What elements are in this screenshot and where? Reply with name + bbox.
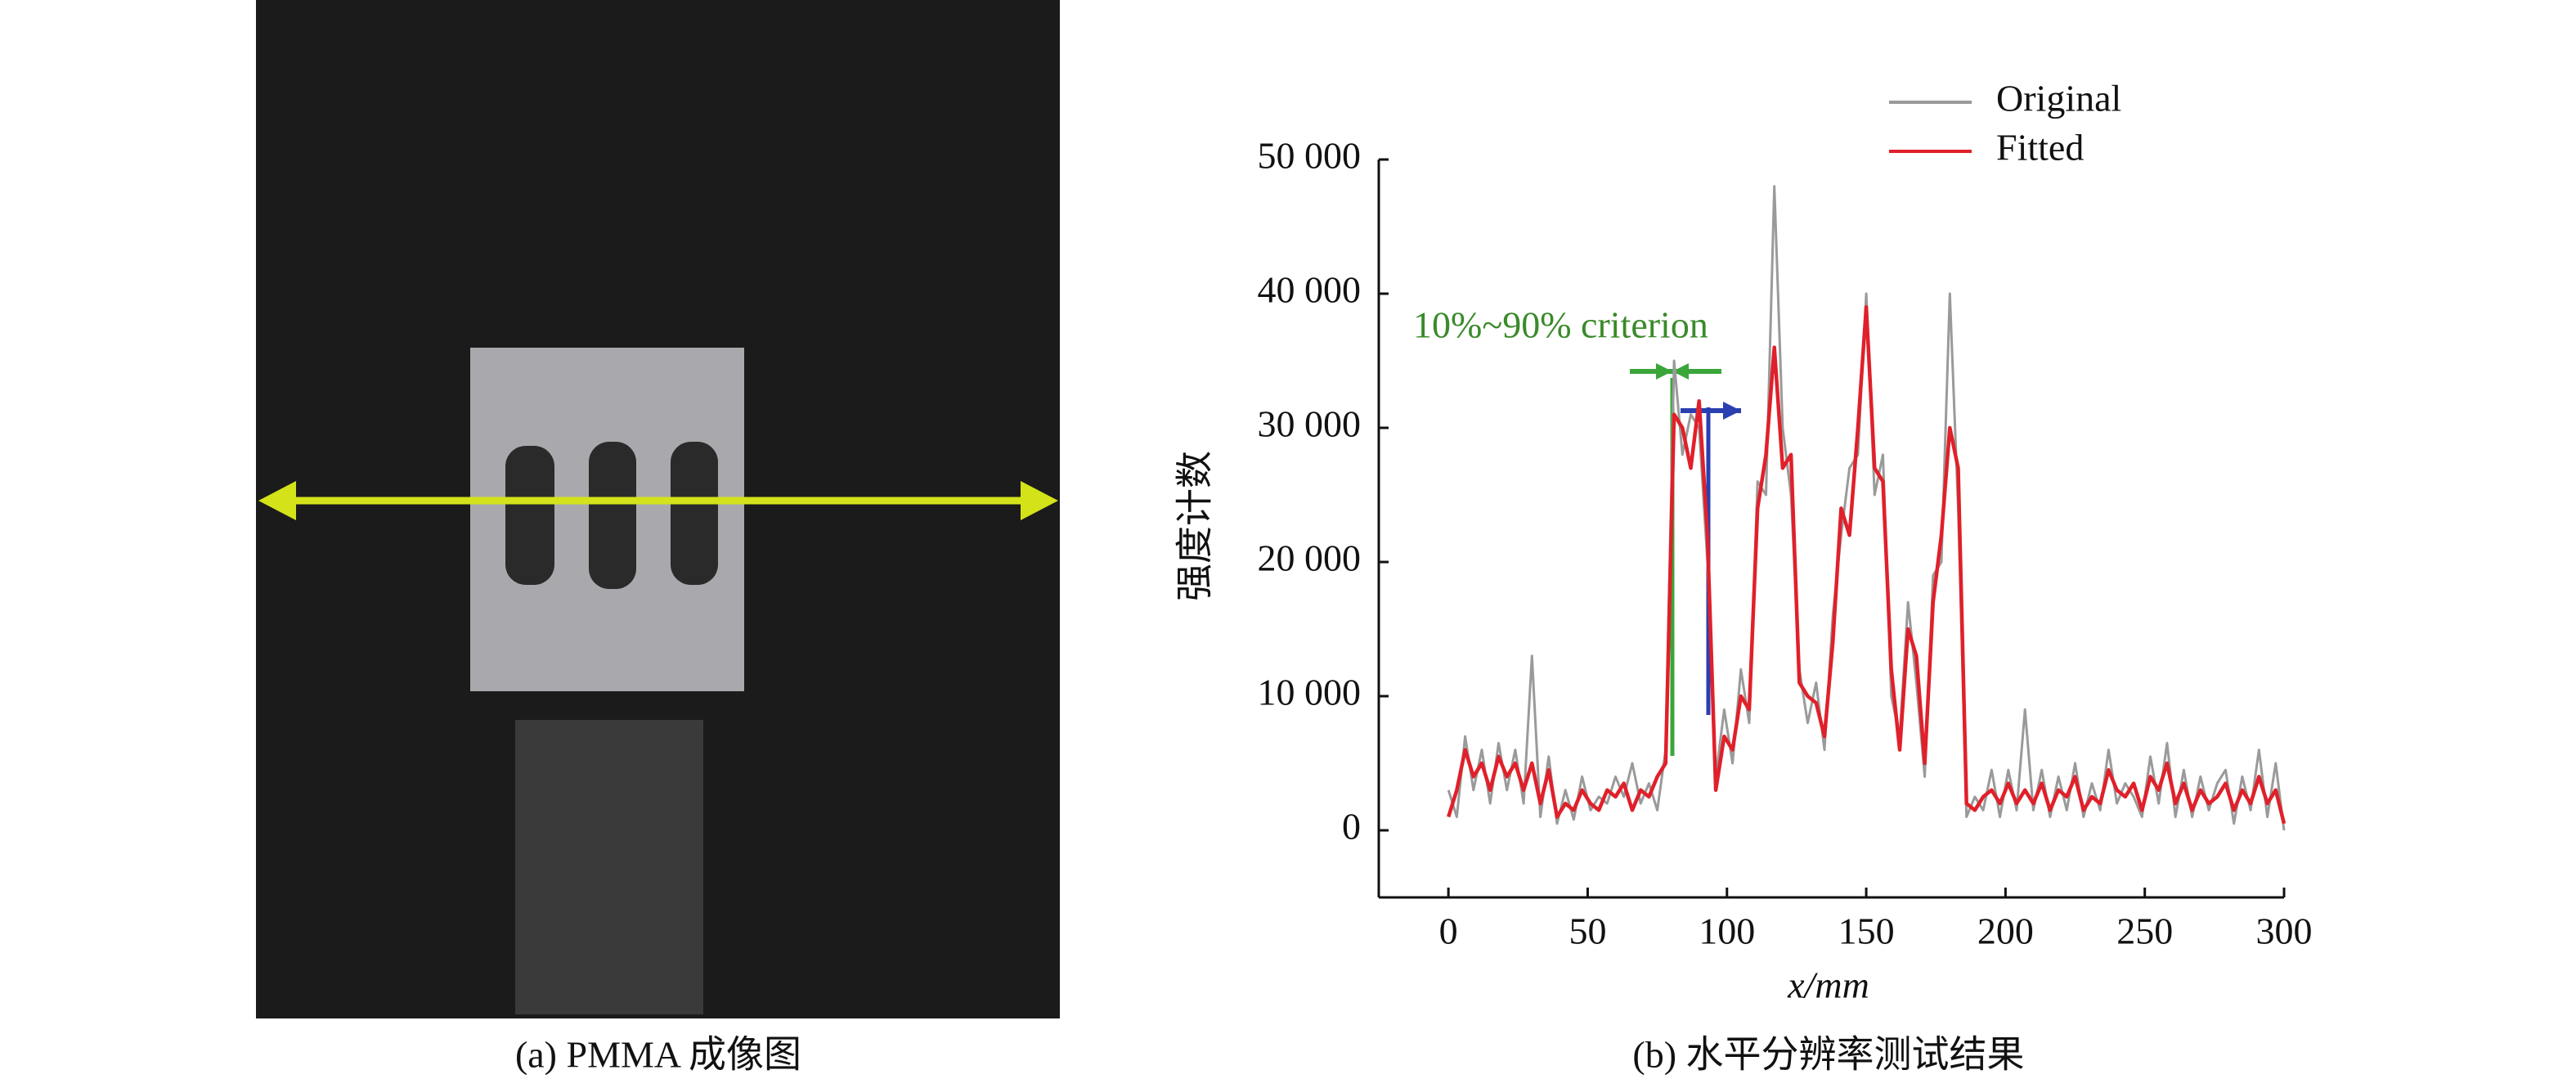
x-tick-label: 200 — [1977, 910, 2034, 952]
slot — [589, 442, 636, 589]
x-tick-label: 150 — [1838, 910, 1895, 952]
arrow-head — [258, 481, 296, 520]
slot — [671, 442, 718, 585]
arrow-head — [1656, 363, 1672, 380]
x-tick-label: 250 — [2116, 910, 2173, 952]
y-tick-label: 10 000 — [1258, 672, 1362, 713]
annotation: 10%~90% criterion — [1413, 304, 1708, 346]
x-tick-label: 100 — [1699, 910, 1755, 952]
legend-label: Original — [1996, 78, 2121, 119]
slot — [505, 446, 554, 585]
caption-a: (a) PMMA 成像图 — [515, 1034, 801, 1076]
x-tick-label: 50 — [1568, 910, 1606, 952]
arrow-head — [1021, 481, 1058, 520]
arrow-head — [1672, 363, 1689, 380]
arrow-head — [1723, 402, 1741, 420]
pmma-image — [256, 0, 1060, 1018]
legend-label: Fitted — [1996, 127, 2084, 169]
x-axis-label: x/mm — [1787, 964, 1869, 1006]
x-tick-label: 300 — [2256, 910, 2313, 952]
y-tick-label: 50 000 — [1258, 135, 1362, 177]
series-line — [1447, 305, 2287, 825]
y-tick-label: 40 000 — [1258, 269, 1362, 311]
criterion-markers — [1630, 363, 1741, 756]
x-tick-label: 0 — [1439, 910, 1458, 952]
y-axis-label: 强度计数 — [1174, 451, 1216, 601]
y-tick-label: 30 000 — [1258, 403, 1362, 445]
caption-b: (b) 水平分辨率测试结果 — [1632, 1034, 2024, 1076]
series-line — [1447, 185, 2286, 831]
y-tick-label: 0 — [1342, 806, 1361, 847]
holder — [515, 720, 703, 1014]
y-tick-label: 20 000 — [1258, 537, 1362, 579]
